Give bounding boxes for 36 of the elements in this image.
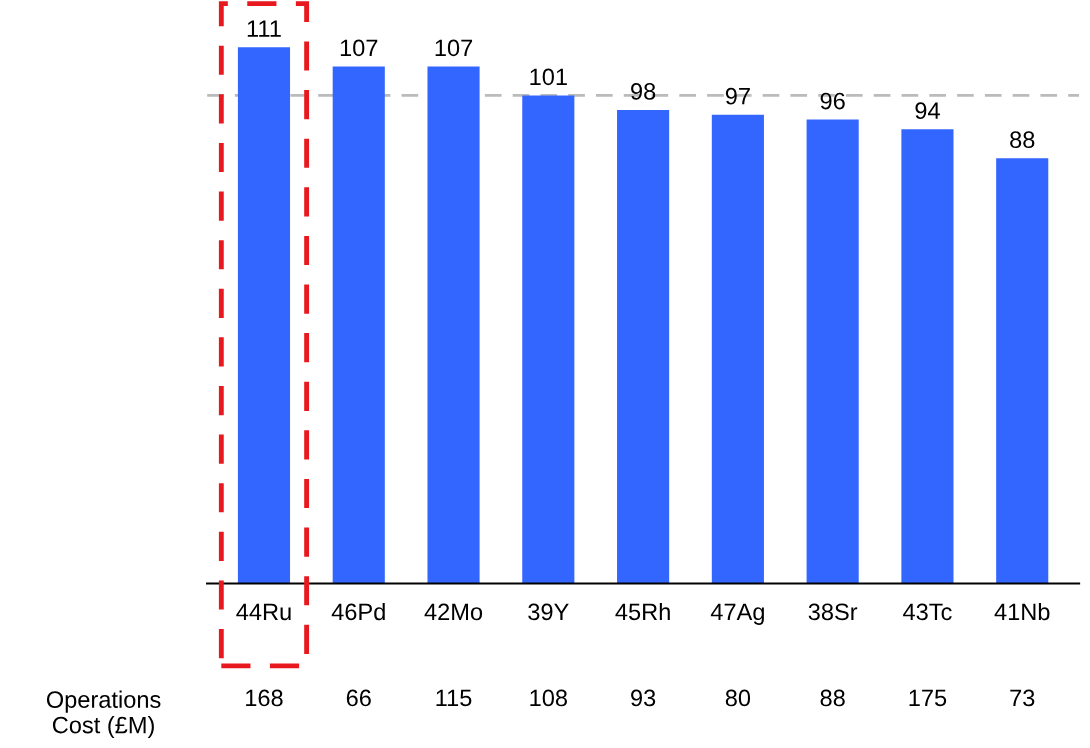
data-label: 111 (247, 20, 281, 37)
x-tick-label: 47Ag (710, 603, 764, 625)
bar (617, 109, 670, 584)
data-label: 107 (340, 39, 378, 57)
x-tick-label: 42Mo (424, 603, 483, 621)
data-label: 107 (435, 39, 473, 57)
text: 168 (246, 689, 283, 707)
data-label: 101 (530, 68, 567, 86)
text: 93 (631, 689, 656, 707)
bar (332, 66, 385, 584)
text: 66 (346, 689, 371, 707)
text: Operations Cost (£M) (46, 690, 161, 739)
x-tick-label: 44Ru (236, 603, 291, 621)
x-tick-label: 38Sr (808, 603, 858, 621)
data-label: 94 (915, 102, 940, 120)
x-tick-label: 41Nb (994, 602, 1050, 621)
text: 175 (909, 689, 947, 707)
bar (806, 119, 859, 584)
text: 115 (436, 689, 472, 707)
x-tick-label: 43Tc (903, 603, 952, 621)
bar (901, 129, 954, 584)
text: 73 (1010, 689, 1035, 707)
bar (427, 66, 480, 584)
x-tick-label: 46Pd (331, 602, 385, 621)
bar (996, 158, 1049, 584)
text: 88 (820, 689, 845, 707)
data-label: 88 (1010, 131, 1035, 149)
bar (522, 95, 575, 584)
text: 80 (725, 689, 751, 707)
data-label: 98 (631, 83, 656, 100)
text: 108 (530, 689, 567, 707)
data-label: 97 (725, 87, 750, 105)
bar (711, 114, 764, 584)
data-label: 96 (820, 92, 845, 110)
x-tick-label: 39Y (528, 603, 569, 621)
x-tick-label: 45Rh (615, 602, 670, 621)
